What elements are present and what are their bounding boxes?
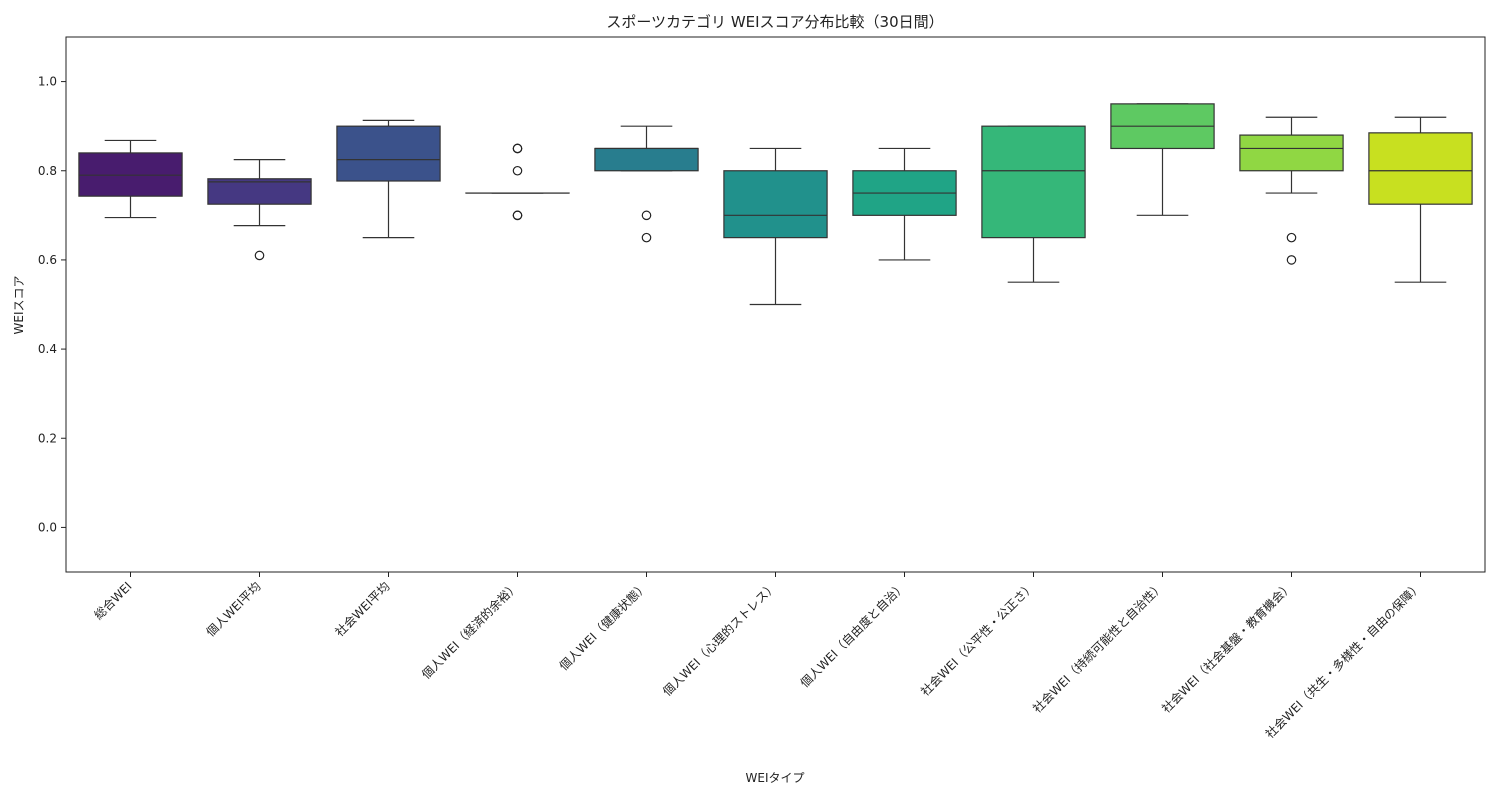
- y-tick-label: 0.6: [38, 253, 57, 267]
- outlier-point: [512, 143, 523, 154]
- outlier-point: [1286, 255, 1297, 265]
- outlier-point: [512, 210, 523, 221]
- x-tick-label: 個人WEI（自由度と自治）: [797, 579, 909, 691]
- x-tick-label: 個人WEI平均: [204, 579, 264, 639]
- x-tick-label: 社会WEI（持続可能性と自治性）: [1029, 579, 1166, 716]
- x-tick-label: 総合WEI: [91, 579, 135, 623]
- outlier-point: [512, 165, 523, 176]
- y-tick-label: 0.4: [38, 342, 57, 356]
- x-tick-label: 個人WEI（心理的ストレス）: [659, 579, 779, 699]
- chart-title: スポーツカテゴリ WEIスコア分布比較（30日間）: [606, 13, 943, 31]
- box-3: [336, 125, 441, 182]
- y-tick-label: 1.0: [38, 75, 57, 89]
- box-11: [1368, 132, 1473, 205]
- y-tick-label: 0.2: [38, 431, 57, 445]
- box-6: [723, 170, 828, 239]
- box-5: [594, 147, 699, 172]
- y-tick-label: 0.0: [38, 520, 57, 534]
- box-8: [981, 125, 1086, 239]
- outlier-point: [1286, 232, 1297, 243]
- x-tick-label: 社会WEI（公平性・公正さ）: [917, 579, 1037, 699]
- x-tick-label: 個人WEI（経済的余裕）: [418, 579, 521, 682]
- y-tick-label: 0.8: [38, 164, 57, 178]
- box-1: [78, 152, 183, 197]
- x-tick-label: 社会WEI（共生・多様性・自由の保障）: [1262, 579, 1425, 742]
- box-10: [1239, 134, 1344, 172]
- outlier-point: [641, 232, 652, 243]
- outlier-point: [254, 250, 265, 261]
- box-2: [207, 178, 312, 205]
- x-tick-label: 社会WEI（社会基盤・教育機会）: [1158, 579, 1295, 716]
- outlier-point: [641, 210, 652, 221]
- x-axis-label: WEIタイプ: [746, 771, 805, 785]
- x-tick-label: 社会WEI平均: [332, 579, 393, 640]
- y-axis-label: WEIスコア: [12, 276, 26, 335]
- x-tick-label: 個人WEI（健康状態）: [556, 579, 651, 674]
